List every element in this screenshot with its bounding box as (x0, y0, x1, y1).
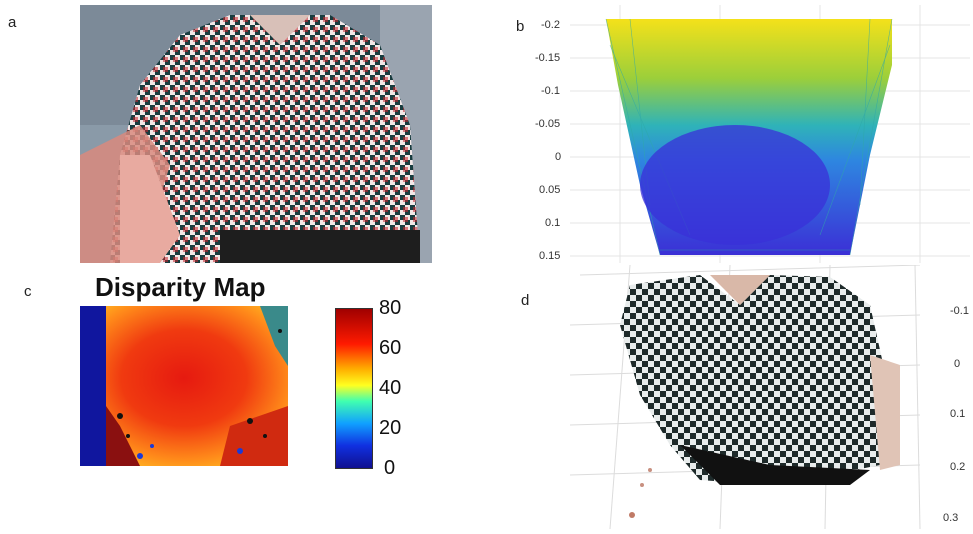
b-ytick: -0.15 (535, 52, 561, 64)
pointcloud-graphic (569, 264, 921, 530)
b-ytick: 0 (555, 151, 562, 163)
panel-b-plot (570, 5, 970, 263)
panel-b-label: b (516, 18, 525, 35)
d-ztick: 0.2 (950, 461, 966, 473)
colorbar-tick: 0 (384, 457, 396, 479)
b-ytick: 0.1 (545, 217, 561, 229)
colorbar-tick: 80 (379, 297, 402, 319)
colorbar-tick: 20 (379, 417, 402, 439)
disparity-map-graphic (80, 306, 288, 466)
disparity-map-title: Disparity Map (95, 272, 266, 302)
colorbar-tick: 40 (379, 377, 402, 399)
panel-d-label: d (521, 292, 530, 309)
colorbar (335, 308, 373, 469)
disparity-map-image (80, 306, 288, 466)
d-ztick: 0 (954, 358, 961, 370)
panel-d-pointcloud (569, 264, 938, 530)
b-ytick: 0.15 (539, 250, 561, 262)
d-ztick: 0.1 (950, 408, 966, 420)
d-ztick: -0.1 (950, 305, 969, 317)
anaglyph-photo (80, 5, 432, 263)
b-ytick: 0.05 (539, 184, 561, 196)
colorbar-tick: 60 (379, 337, 402, 359)
d-ztick: 0.3 (943, 512, 959, 524)
b-ytick: -0.05 (535, 118, 561, 130)
panel-a-label: a (8, 14, 17, 31)
panel-c-label: c (24, 283, 32, 300)
b-ytick: -0.1 (541, 85, 560, 97)
mesh-plot (570, 5, 970, 263)
b-ytick: -0.2 (541, 19, 560, 31)
panel-a-anaglyph-image (80, 5, 432, 263)
